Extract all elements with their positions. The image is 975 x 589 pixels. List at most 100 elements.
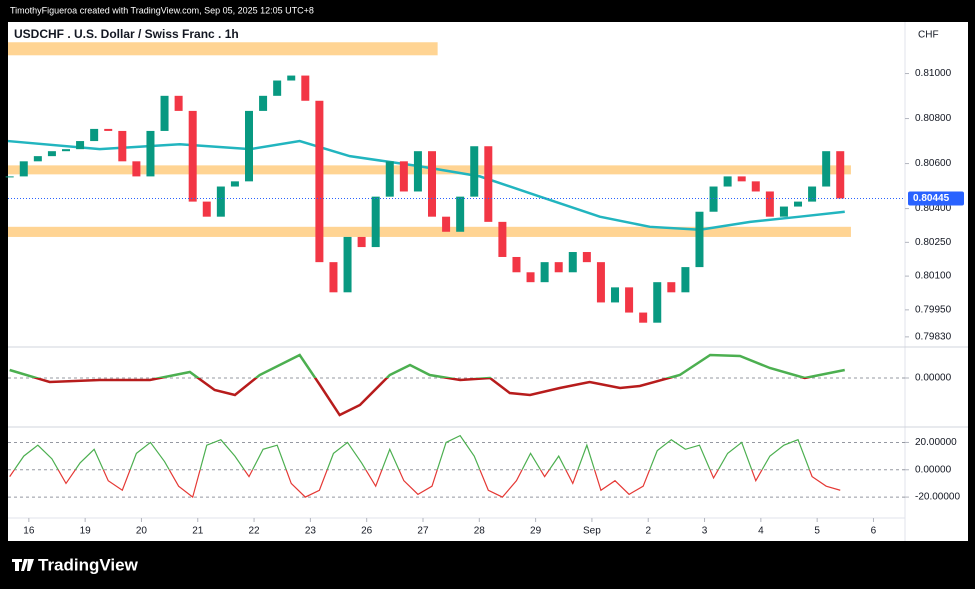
candle <box>329 262 338 293</box>
candle <box>808 186 817 202</box>
candle <box>343 236 352 293</box>
candle <box>681 267 690 293</box>
candle <box>259 95 268 111</box>
chart-title: USDCHF . U.S. Dollar / Swiss Franc . 1h <box>14 27 239 41</box>
candle <box>160 95 169 131</box>
logo-icon <box>12 559 34 571</box>
candle <box>554 262 563 273</box>
x-tick-label: 26 <box>361 526 373 537</box>
y-tick-label: 0.81000 <box>915 68 952 79</box>
candle <box>33 156 42 162</box>
y-tick-label: 0.80400 <box>915 203 952 214</box>
candle <box>104 128 113 131</box>
candle <box>132 161 141 177</box>
candle <box>751 181 760 192</box>
y-tick-label: 0.80600 <box>915 158 952 169</box>
candle <box>456 196 465 232</box>
line-positive <box>9 353 845 378</box>
x-tick-label: 20 <box>136 526 148 537</box>
candle <box>836 151 845 199</box>
y-tick-label: -20.00000 <box>915 492 960 503</box>
candle <box>667 282 676 293</box>
candle <box>540 262 549 283</box>
moving-average <box>7 139 845 231</box>
y-tick-label: 20.00000 <box>915 437 957 448</box>
candle <box>47 151 56 157</box>
candle <box>301 75 310 101</box>
candle <box>596 262 605 303</box>
candle <box>399 161 408 192</box>
candle <box>582 252 591 263</box>
y-tick-label: 0.00000 <box>915 464 952 475</box>
footer-logo: TradingView <box>38 555 139 574</box>
candle <box>19 161 28 177</box>
currency: CHF <box>918 30 939 41</box>
zone <box>8 42 438 56</box>
candle <box>61 149 70 152</box>
candle <box>146 130 155 177</box>
y-tick-label: 0.80100 <box>915 271 952 282</box>
line-negative <box>31 378 812 417</box>
candle <box>371 196 380 248</box>
candle <box>512 256 521 273</box>
candle <box>442 216 451 232</box>
candle <box>76 141 85 150</box>
x-tick-label: 16 <box>23 526 35 537</box>
candle <box>188 110 197 202</box>
candle <box>765 191 774 217</box>
y-tick-label: 0.00000 <box>915 373 952 384</box>
candle <box>357 236 366 248</box>
candle <box>230 181 239 187</box>
candle <box>526 272 535 283</box>
candle <box>779 206 788 217</box>
candle <box>470 146 479 197</box>
candle <box>413 151 422 192</box>
x-tick-label: 22 <box>249 526 261 537</box>
line-positive <box>13 434 811 470</box>
candle <box>202 201 211 217</box>
candle <box>822 151 831 187</box>
candle <box>174 95 183 111</box>
last-price-box <box>908 191 964 206</box>
candle <box>794 201 803 207</box>
x-tick-label: 23 <box>305 526 317 537</box>
candle <box>385 161 394 197</box>
candle <box>639 312 648 323</box>
x-tick-label: Sep <box>583 526 601 537</box>
x-tick-label: 27 <box>417 526 429 537</box>
candle <box>273 80 282 96</box>
candle <box>653 282 662 323</box>
y-tick-label: 0.79830 <box>915 332 952 343</box>
candle <box>695 211 704 268</box>
candle <box>428 151 437 217</box>
candle <box>498 221 507 257</box>
candle <box>216 186 225 217</box>
chart-panel <box>8 22 968 541</box>
candle <box>709 186 718 212</box>
x-tick-label: 28 <box>474 526 486 537</box>
candle <box>568 252 577 273</box>
candle <box>245 110 254 182</box>
line-negative <box>9 469 841 499</box>
x-tick-label: 4 <box>758 526 764 537</box>
x-tick-label: 29 <box>530 526 542 537</box>
candle <box>5 176 14 178</box>
candle <box>315 100 324 263</box>
candle <box>118 130 127 162</box>
x-tick-label: 21 <box>192 526 204 537</box>
x-tick-label: 6 <box>871 526 877 537</box>
candle <box>737 176 746 182</box>
last-price-label: 0.80445 <box>913 193 950 204</box>
x-tick-label: 19 <box>80 526 92 537</box>
candle <box>287 75 296 81</box>
y-tick-label: 0.79950 <box>915 305 952 316</box>
candle <box>723 176 732 187</box>
y-tick-label: 0.80250 <box>915 237 952 248</box>
x-tick-label: 5 <box>814 526 820 537</box>
candle <box>625 287 634 313</box>
x-tick-label: 2 <box>645 526 651 537</box>
header: TimothyFigueroa created with TradingView… <box>10 5 314 15</box>
candle <box>90 128 99 142</box>
